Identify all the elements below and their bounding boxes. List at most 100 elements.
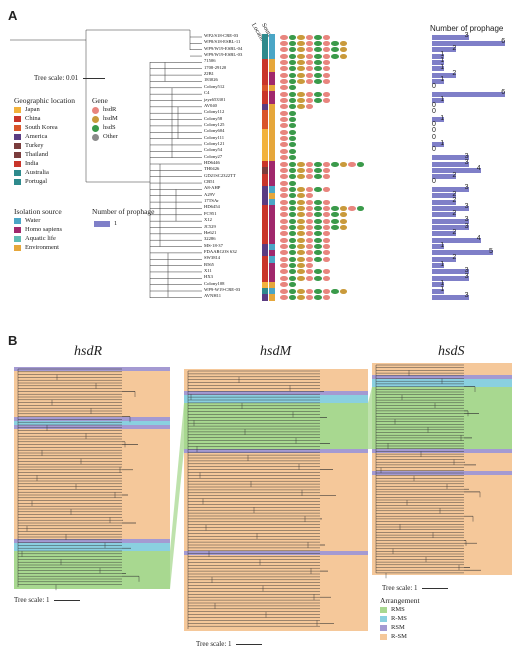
gene-marker: [288, 155, 296, 161]
location-cell: [262, 243, 268, 251]
gene-marker: [305, 98, 313, 103]
gene-marker: [280, 237, 288, 243]
gene-marker: [305, 91, 313, 97]
gene-marker: [280, 66, 288, 72]
geo-legend-swatch: [14, 170, 21, 176]
gene-marker: [322, 161, 330, 167]
source-cell: [269, 237, 275, 244]
location-cell: [262, 161, 268, 168]
gene-marker: [297, 263, 305, 269]
panel-a-label: A: [8, 8, 18, 23]
gene-marker: [305, 212, 313, 218]
gene-marker: [280, 180, 288, 186]
gene-marker: [280, 129, 288, 135]
gene-marker: [305, 244, 313, 250]
arrangement-band: [184, 369, 368, 391]
arrangement-legend-label: R-MS: [391, 615, 407, 622]
gene-marker: [280, 199, 288, 205]
gene-marker: [297, 250, 305, 256]
gene-marker: [297, 288, 305, 294]
gene-marker: [288, 193, 296, 199]
strain-label: Colony604: [204, 128, 225, 134]
gene-marker: [288, 104, 296, 110]
source-cell: [269, 186, 275, 194]
strain-label: GD21SC2322TT: [204, 172, 236, 178]
strain-label: Colony125: [204, 121, 225, 127]
prophage-bar: [432, 275, 469, 281]
gene-marker: [288, 174, 296, 180]
gene-marker: [280, 282, 288, 288]
gene-marker: [288, 47, 296, 53]
prophage-count: 1: [440, 76, 445, 84]
geo-legend-label: South Korea: [25, 124, 58, 131]
strain-label: X12: [204, 217, 212, 223]
prophage-count: 1: [440, 95, 445, 103]
gene-marker: [305, 250, 313, 256]
location-cell: [262, 294, 268, 301]
location-cell: [262, 103, 268, 111]
source-cell: [269, 148, 275, 155]
gene-marker: [314, 250, 322, 256]
strain-label: HD6446: [204, 160, 220, 165]
gene-marker: [339, 53, 347, 59]
source-cell: [269, 224, 275, 232]
source-cell: [269, 218, 275, 225]
strain-label: X11: [204, 267, 212, 273]
prophage-count: 2: [452, 209, 457, 217]
source-cell: [269, 40, 275, 47]
prophage-count: 1: [440, 260, 445, 268]
source-cell: [269, 256, 275, 263]
gene-marker: [314, 205, 322, 211]
gene-marker: [297, 47, 305, 53]
source-cell: [269, 154, 275, 162]
panel-a-tree-scale: Tree scale: 0.01: [34, 74, 106, 82]
gene-marker: [331, 40, 339, 46]
location-cell: [262, 72, 268, 79]
gene-marker: [297, 205, 305, 211]
connector-hsdm-hsds: [368, 387, 372, 449]
gene-marker: [280, 148, 288, 154]
gene-marker: [280, 294, 288, 300]
source-cell: [269, 65, 275, 73]
gene-marker: [305, 53, 313, 59]
prophage-bar: [432, 250, 493, 256]
source-cell: [269, 116, 275, 124]
strain-label: WP9-W19-CRE-03: [204, 287, 241, 292]
prophage-count: 0: [432, 146, 436, 154]
gene-marker: [339, 218, 347, 224]
gene-legend-label: hsdR: [103, 106, 117, 113]
source-cell: [269, 192, 275, 200]
strain-label: jzyz653301: [204, 96, 226, 102]
prophage-bar: [432, 225, 469, 230]
location-cell: [262, 53, 268, 60]
strain-label: TH0426: [204, 166, 220, 172]
gene-marker: [305, 59, 313, 65]
gene-marker: [305, 199, 313, 205]
location-cell: [262, 34, 268, 41]
gene-marker: [322, 288, 330, 294]
source-legend-title: Isolation source: [14, 207, 62, 216]
gene-marker: [314, 244, 322, 250]
prophage-count: 0: [432, 133, 436, 141]
arrangement-band: [14, 421, 170, 425]
source-cell: [269, 141, 275, 149]
source-legend-label: Homo sapiens: [25, 226, 63, 233]
gene-marker: [297, 104, 305, 110]
strain-label: AV040: [204, 102, 217, 108]
strain-label: FC951: [204, 210, 217, 216]
prophage-count: 3: [464, 152, 469, 160]
hsds-tree-scale: Tree scale: 1: [382, 584, 449, 592]
arrangement-band: [14, 425, 170, 429]
strain-label: 1708-29120: [204, 64, 227, 70]
location-cell: [262, 249, 268, 257]
location-cell: [262, 148, 268, 155]
gene-marker: [288, 180, 296, 186]
strain-label: Colony58: [204, 115, 223, 121]
gene-legend-label: hsdS: [103, 124, 116, 131]
gene-marker: [280, 123, 288, 129]
gene-marker: [280, 218, 288, 224]
arrangement-band: [14, 551, 170, 589]
prophage-count: 0: [432, 82, 436, 90]
gene-marker: [280, 59, 288, 65]
gene-marker: [305, 275, 313, 281]
